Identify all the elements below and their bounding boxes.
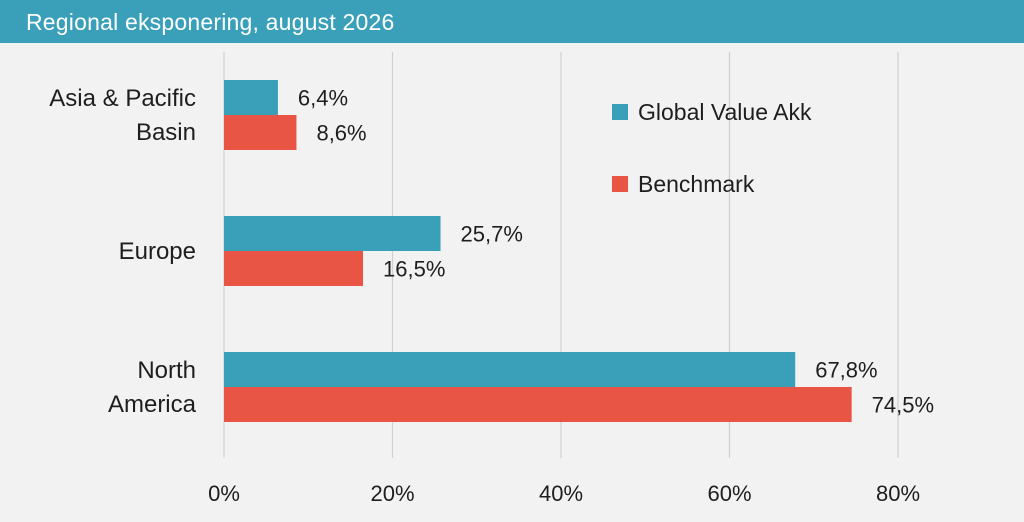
category-label: America <box>108 391 197 418</box>
chart-title: Regional eksponering, august 2026 <box>26 9 395 35</box>
bar-benchmark <box>224 115 297 150</box>
data-label: 67,8% <box>815 358 877 383</box>
data-label: 6,4% <box>298 86 348 111</box>
bar-fund <box>224 352 796 387</box>
x-tick-label: 60% <box>707 481 751 506</box>
legend-swatch <box>612 104 628 120</box>
x-tick-label: 40% <box>539 481 583 506</box>
legend-label: Benchmark <box>638 171 755 197</box>
legend-label: Global Value Akk <box>638 99 812 125</box>
data-label: 16,5% <box>383 257 445 282</box>
category-label: Europe <box>119 238 196 265</box>
category-label: Asia & Pacific <box>49 85 196 112</box>
bar-benchmark <box>224 387 852 422</box>
x-tick-label: 20% <box>370 481 414 506</box>
bar-fund <box>224 80 278 115</box>
bar-fund <box>224 216 441 251</box>
category-label: North <box>137 357 196 384</box>
bar-benchmark <box>224 251 364 286</box>
legend-swatch <box>612 176 628 192</box>
category-label: Basin <box>136 119 196 146</box>
chart-header: Regional eksponering, august 2026 <box>0 0 1024 43</box>
data-label: 74,5% <box>872 393 934 418</box>
data-label: 8,6% <box>316 121 366 146</box>
x-tick-label: 80% <box>876 481 920 506</box>
x-tick-label: 0% <box>208 481 240 506</box>
data-label: 25,7% <box>461 222 523 247</box>
